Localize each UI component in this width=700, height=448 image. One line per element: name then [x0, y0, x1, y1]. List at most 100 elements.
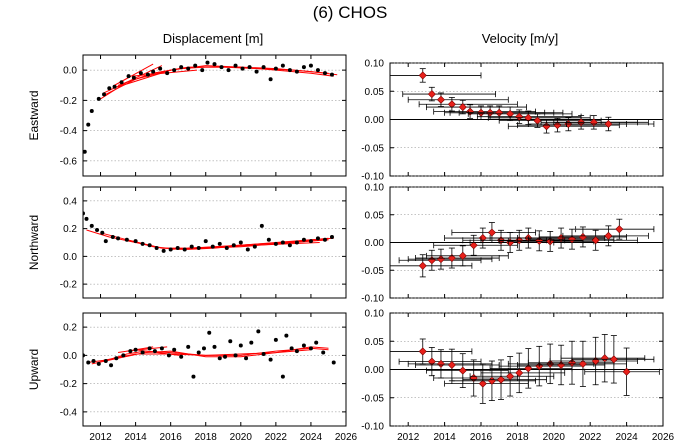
x-tick-label: 2018 — [506, 432, 529, 443]
velocity-marker — [487, 228, 496, 237]
data-point — [121, 353, 126, 358]
data-point — [119, 80, 124, 85]
data-point — [103, 239, 108, 244]
data-point — [186, 66, 191, 71]
data-point — [268, 357, 273, 362]
data-point — [172, 68, 177, 73]
data-point — [124, 237, 129, 242]
data-point — [83, 149, 87, 154]
y-tick-label: 0.4 — [63, 196, 77, 207]
y-tick-label: -0.10 — [361, 422, 384, 433]
data-point — [201, 346, 206, 351]
y-tick-label: 0.2 — [63, 224, 77, 235]
data-point — [154, 246, 159, 251]
data-point — [179, 65, 184, 70]
velocity-marker — [496, 375, 506, 384]
data-point — [223, 354, 228, 359]
data-point — [240, 66, 245, 71]
data-point — [287, 243, 292, 248]
data-point — [151, 69, 156, 74]
figure-title: (6) CHOS — [312, 3, 388, 22]
data-point — [233, 353, 238, 358]
panel-frame — [82, 312, 347, 427]
y-tick-label: -0.4 — [60, 407, 78, 418]
data-point — [84, 216, 89, 221]
panel-frame — [82, 186, 347, 299]
data-point — [212, 62, 217, 67]
data-point — [83, 353, 85, 358]
data-point — [280, 240, 285, 245]
y-tick-label: 0.00 — [365, 115, 385, 126]
velocity-marker — [567, 358, 577, 367]
data-point — [168, 247, 173, 252]
y-tick-label: -0.2 — [60, 379, 78, 390]
data-point — [228, 339, 233, 344]
data-point — [165, 71, 170, 76]
x-tick-label: 2022 — [265, 432, 288, 443]
trend-curve — [91, 346, 329, 365]
panel-velocity-northward: 0.10 0.05 0.00 -0.05 -0.10 — [361, 183, 664, 305]
data-point — [193, 63, 198, 68]
x-tick-label: 2012 — [397, 432, 420, 443]
data-point — [301, 237, 306, 242]
data-point — [294, 349, 299, 354]
y-tick-label: -0.10 — [361, 172, 384, 183]
y-tick-label: -0.2 — [60, 280, 78, 291]
velocity-marker — [515, 368, 524, 377]
y-tick-label: 0.10 — [365, 59, 385, 70]
data-point — [196, 350, 201, 355]
data-point — [268, 77, 273, 82]
panel-velocity-upward: 0.10 0.05 0.00 -0.05 -0.10 2012 2014 2016 2018 20… — [361, 309, 674, 444]
displacement-column-title: Displacement [m] — [162, 31, 264, 46]
y-axis-label: Eastward — [27, 90, 41, 140]
data-point — [314, 340, 319, 345]
data-point — [133, 239, 138, 244]
data-point — [321, 350, 326, 355]
velocity-marker — [427, 90, 436, 99]
trend-curve — [86, 229, 334, 250]
velocity-marker — [436, 255, 445, 264]
data-point — [107, 86, 112, 91]
data-point — [182, 247, 187, 252]
data-point — [226, 68, 231, 73]
data-point — [158, 66, 163, 71]
y-tick-label: 0.00 — [365, 365, 385, 376]
data-point — [175, 246, 180, 251]
data-point — [128, 349, 133, 354]
y-tick-label: 0.0 — [63, 66, 77, 77]
data-point — [261, 65, 266, 70]
data-point — [179, 354, 184, 359]
data-point — [289, 346, 294, 351]
y-axis-label: Northward — [27, 215, 41, 270]
y-tick-label: -0.05 — [361, 266, 384, 277]
plot-area — [390, 218, 655, 278]
y-tick-label: -0.2 — [60, 96, 78, 107]
data-point — [301, 65, 306, 70]
data-point — [224, 246, 229, 251]
data-point — [322, 237, 327, 242]
data-point — [280, 63, 285, 68]
data-point — [189, 244, 194, 249]
velocity-marker — [458, 366, 467, 375]
velocity-marker — [418, 71, 427, 80]
data-point — [86, 360, 91, 365]
x-tick-label: 2020 — [230, 432, 253, 443]
velocity-marker — [469, 373, 478, 382]
velocity-marker — [458, 103, 467, 112]
panel-velocity-eastward: 0.10 0.05 0.00 -0.05 -0.10 — [361, 59, 664, 183]
x-tick-label: 2026 — [652, 432, 675, 443]
y-tick-label: 0.0 — [63, 252, 77, 263]
data-point — [294, 240, 299, 245]
trend-curve — [100, 66, 338, 100]
data-point — [152, 349, 157, 354]
velocity-column-title: Velocity [m/y] — [481, 31, 559, 46]
data-point — [322, 71, 327, 76]
data-point — [147, 346, 152, 351]
data-point — [217, 356, 222, 361]
data-point — [219, 65, 224, 70]
data-point — [231, 243, 236, 248]
velocity-marker — [578, 359, 587, 368]
velocity-marker — [478, 379, 487, 388]
data-point — [133, 347, 138, 352]
